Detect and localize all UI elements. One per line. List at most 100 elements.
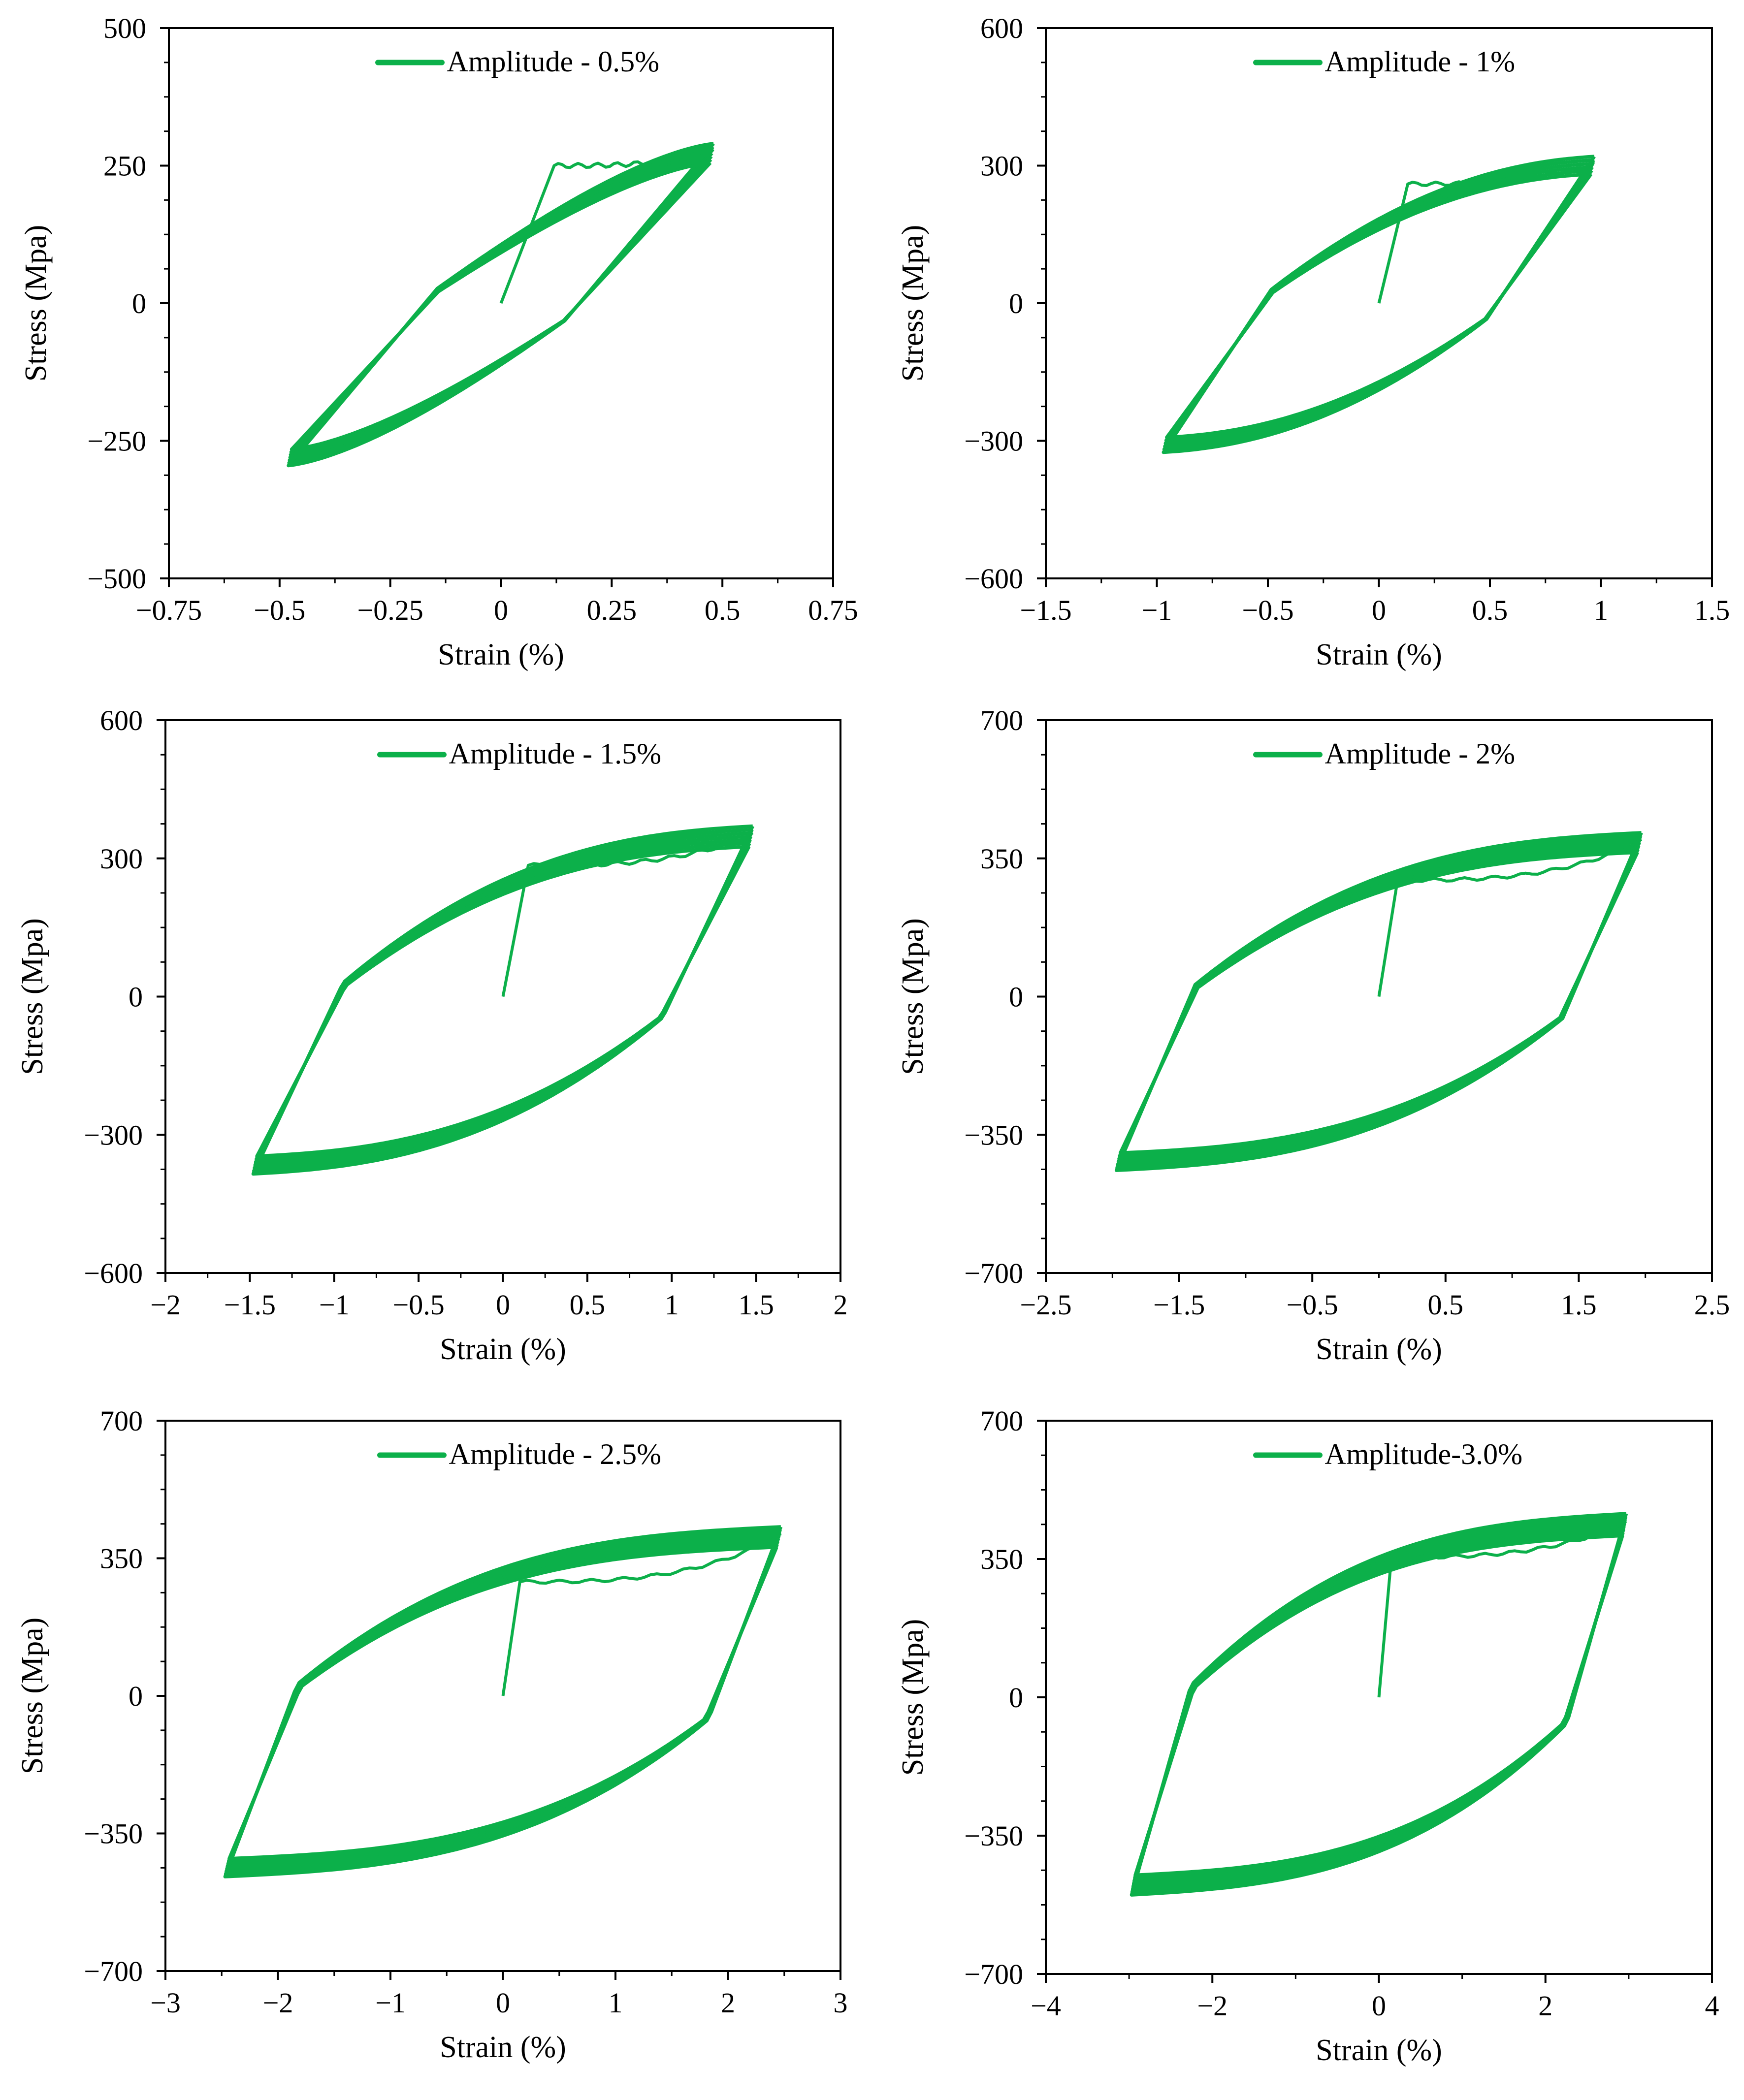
y-axis-label: Stress (Mpa) — [16, 1618, 49, 1775]
x-tick-label: −2.5 — [1020, 1289, 1071, 1321]
x-tick-label: 2.5 — [1694, 1289, 1730, 1321]
x-tick-label: 0.5 — [705, 594, 741, 626]
x-tick-label: 2 — [721, 1987, 735, 2019]
x-tick-label: 1 — [665, 1289, 679, 1321]
x-axis-label: Strain (%) — [1316, 638, 1442, 671]
y-tick-label: 0 — [132, 287, 146, 319]
y-tick-label: 0 — [1009, 287, 1023, 319]
chart-panel-3: −2 −1.5 −1 −0.5 0 0.5 1 1.5 2 −600 −300 0 300 600 Stra… — [16, 704, 848, 1366]
y-tick-label: −250 — [87, 425, 146, 457]
x-tick-label: −2 — [1197, 1990, 1227, 2022]
hysteresis-loop — [287, 142, 715, 468]
x-tick-label: −0.25 — [357, 594, 423, 626]
y-tick-label: −600 — [964, 563, 1023, 595]
legend-label: Amplitude - 2% — [1325, 737, 1516, 770]
chart-panel-6: −4 −2 0 2 4 −700 −350 0 350 700 Strain (%) Stress (… — [896, 1405, 1719, 2067]
chart-panel-1: −0.75 −0.5 −0.25 0 0.25 0.5 0.75 −500 −250 0 250 50… — [19, 12, 858, 671]
y-tick-label: 600 — [100, 704, 143, 736]
y-tick-label: −300 — [964, 425, 1023, 457]
x-tick-label: 0.5 — [1428, 1289, 1464, 1321]
x-tick-label: 0 — [494, 594, 508, 626]
y-tick-label: 700 — [980, 1405, 1023, 1437]
y-tick-label: 700 — [100, 1405, 143, 1437]
x-axis-label: Strain (%) — [1316, 1333, 1442, 1366]
y-tick-label: 300 — [100, 843, 143, 875]
x-tick-label: −0.5 — [1242, 594, 1293, 626]
x-tick-label: −0.5 — [1287, 1289, 1338, 1321]
x-tick-label: 0 — [496, 1987, 510, 2019]
x-axis-label: Strain (%) — [438, 638, 564, 671]
hysteresis-loop — [1114, 831, 1643, 1172]
y-tick-label: 500 — [103, 12, 146, 44]
legend-label: Amplitude-3.0% — [1325, 1438, 1523, 1470]
y-axis-label: Stress (Mpa) — [896, 1619, 930, 1776]
x-tick-label: −0.75 — [136, 594, 202, 626]
x-tick-label: −3 — [150, 1987, 181, 2019]
x-tick-label: 4 — [1705, 1990, 1719, 2022]
y-tick-label: −700 — [964, 1257, 1023, 1289]
y-tick-label: 350 — [100, 1543, 143, 1575]
x-tick-label: 0.5 — [1472, 594, 1508, 626]
x-tick-label: −1.5 — [224, 1289, 276, 1321]
y-tick-label: −700 — [964, 1958, 1023, 1990]
x-axis-label: Strain (%) — [440, 1333, 566, 1366]
x-tick-label: 3 — [834, 1987, 848, 2019]
legend-label: Amplitude - 1% — [1325, 45, 1516, 78]
y-axis-label: Stress (Mpa) — [16, 918, 49, 1075]
y-tick-label: 0 — [1009, 1682, 1023, 1714]
chart-panel-2: −1.5 −1 −0.5 0 0.5 1 1.5 −600 −300 0 300 600 Strain … — [896, 12, 1730, 671]
y-tick-label: −350 — [964, 1820, 1023, 1852]
x-tick-label: −1.5 — [1153, 1289, 1205, 1321]
x-tick-label: 2 — [1538, 1990, 1552, 2022]
x-tick-label: −0.5 — [393, 1289, 445, 1321]
y-tick-label: 300 — [980, 150, 1023, 182]
x-tick-label: 0 — [496, 1289, 510, 1321]
y-tick-label: 250 — [103, 150, 146, 182]
x-tick-label: 0.5 — [570, 1289, 606, 1321]
y-axis-label: Stress (Mpa) — [19, 225, 53, 382]
x-tick-label: 0.75 — [808, 594, 858, 626]
y-tick-label: −500 — [87, 563, 146, 595]
hysteresis-loop — [251, 824, 754, 1176]
x-tick-label: −1.5 — [1020, 594, 1071, 626]
x-tick-label: 1.5 — [1561, 1289, 1597, 1321]
initial-loading-curve — [501, 831, 754, 997]
initial-loading-curve — [1377, 838, 1643, 997]
x-tick-label: 1.5 — [738, 1289, 774, 1321]
x-tick-label: −4 — [1031, 1990, 1061, 2022]
legend-label: Amplitude - 1.5% — [449, 737, 662, 770]
x-tick-label: −1 — [319, 1289, 350, 1321]
initial-loading-curve — [499, 148, 714, 304]
y-tick-label: −350 — [964, 1119, 1023, 1151]
y-tick-label: −350 — [84, 1818, 143, 1850]
y-axis-label: Stress (Mpa) — [896, 918, 930, 1075]
x-axis-label: Strain (%) — [440, 2031, 566, 2064]
y-tick-label: 350 — [980, 1543, 1023, 1575]
y-tick-label: 0 — [129, 981, 143, 1013]
x-tick-label: −1 — [1142, 594, 1172, 626]
legend-label: Amplitude - 0.5% — [447, 45, 660, 78]
initial-loading-curve — [1377, 160, 1595, 304]
initial-loading-curve — [501, 1532, 782, 1696]
y-tick-label: 700 — [980, 704, 1023, 736]
x-tick-label: 0 — [1372, 1990, 1386, 2022]
y-tick-label: −300 — [84, 1119, 143, 1151]
y-tick-label: −700 — [84, 1955, 143, 1987]
y-tick-label: 600 — [980, 12, 1023, 44]
x-tick-label: 0.25 — [587, 594, 637, 626]
hysteresis-loop — [1130, 1512, 1628, 1897]
x-tick-label: 2 — [834, 1289, 848, 1321]
x-tick-label: −1 — [375, 1987, 406, 2019]
x-tick-label: 1.5 — [1694, 594, 1730, 626]
chart-panel-4: −2.5 −1.5 −0.5 0.5 1.5 2.5 −700 −350 0 350 700 Stra… — [896, 704, 1730, 1366]
x-tick-label: −2 — [150, 1289, 181, 1321]
x-tick-label: −0.5 — [254, 594, 305, 626]
x-tick-label: 0 — [1372, 594, 1386, 626]
legend-label: Amplitude - 2.5% — [449, 1438, 662, 1470]
y-tick-label: 0 — [129, 1680, 143, 1712]
y-tick-label: −600 — [84, 1257, 143, 1289]
x-tick-label: −2 — [263, 1987, 293, 2019]
y-tick-label: 350 — [980, 843, 1023, 875]
